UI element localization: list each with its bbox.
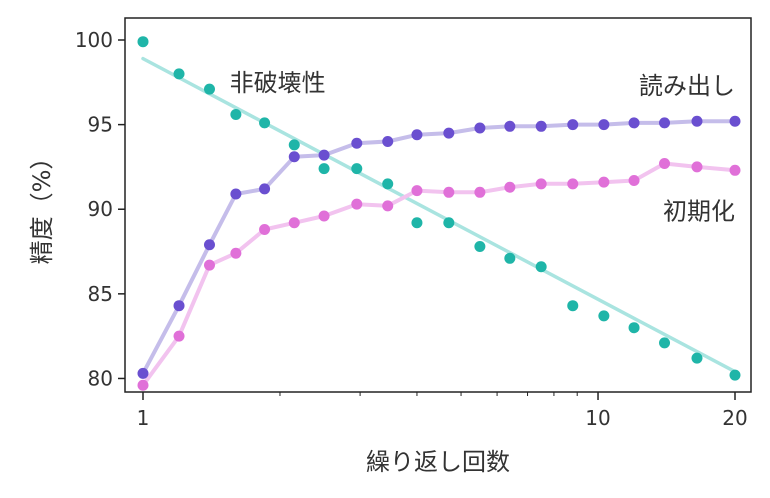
data-point-non-destructive <box>729 369 741 381</box>
data-point-initialization <box>598 176 610 188</box>
data-point-non-destructive <box>173 68 185 80</box>
data-point-readout <box>535 120 547 132</box>
data-point-non-destructive <box>474 240 486 252</box>
data-point-readout <box>729 115 741 127</box>
data-point-readout <box>259 183 271 195</box>
data-point-readout <box>203 239 215 251</box>
data-point-non-destructive <box>567 300 579 312</box>
data-point-non-destructive <box>628 322 640 334</box>
data-point-initialization <box>382 200 394 212</box>
fit-lines <box>141 56 737 374</box>
y-tick-label: 90 <box>88 197 113 221</box>
data-point-initialization <box>504 181 516 193</box>
series-line-readout <box>141 119 737 376</box>
data-point-non-destructive <box>411 217 423 229</box>
data-point-non-destructive <box>535 261 547 273</box>
data-point-non-destructive <box>318 163 330 175</box>
y-tick-label: 85 <box>88 282 113 306</box>
data-point-initialization <box>659 158 671 170</box>
data-point-non-destructive <box>351 163 363 175</box>
data-point-non-destructive <box>288 139 300 151</box>
data-point-readout <box>230 188 242 200</box>
data-point-initialization <box>729 164 741 176</box>
y-tick-label: 100 <box>75 28 113 52</box>
data-point-readout <box>659 117 671 129</box>
data-point-readout <box>691 115 703 127</box>
x-tick-label: 20 <box>722 406 747 430</box>
series-label-initialization: 初期化 <box>663 197 735 225</box>
data-point-initialization <box>443 186 455 198</box>
data-point-readout <box>628 117 640 129</box>
x-tick-label: 1 <box>137 406 150 430</box>
series-label-readout: 読み出し <box>639 72 735 100</box>
data-point-initialization <box>351 198 363 210</box>
data-point-non-destructive <box>203 83 215 95</box>
data-point-initialization <box>691 161 703 173</box>
data-points <box>137 36 741 391</box>
data-point-initialization <box>567 178 579 190</box>
data-point-readout <box>567 119 579 131</box>
data-point-non-destructive <box>659 337 671 349</box>
data-point-non-destructive <box>230 108 242 120</box>
x-axis-title: 繰り返し回数 <box>366 448 510 476</box>
data-point-non-destructive <box>691 352 703 364</box>
data-point-readout <box>598 119 610 131</box>
data-point-initialization <box>411 185 423 197</box>
data-point-initialization <box>535 178 547 190</box>
data-point-initialization <box>628 174 640 186</box>
data-point-initialization <box>288 217 300 229</box>
plot-area-frame <box>124 17 752 393</box>
data-point-readout <box>288 151 300 163</box>
data-point-initialization <box>318 210 330 222</box>
axis-ticks: 80 85 90 95 100 1 10 20 <box>75 28 748 430</box>
data-point-readout <box>443 127 455 139</box>
data-point-initialization <box>173 330 185 342</box>
y-tick-label: 80 <box>88 366 113 390</box>
data-point-readout <box>504 120 516 132</box>
data-point-non-destructive <box>137 36 149 48</box>
y-axis-title: 精度（%） <box>28 146 56 265</box>
data-point-readout <box>173 300 185 312</box>
fit-line-non-destructive <box>141 56 737 374</box>
data-point-non-destructive <box>443 217 455 229</box>
data-point-readout <box>351 137 363 149</box>
x-tick-label: 10 <box>585 406 610 430</box>
data-point-non-destructive <box>504 252 516 264</box>
data-point-readout <box>318 149 330 161</box>
data-point-non-destructive <box>259 117 271 129</box>
data-point-readout <box>411 129 423 141</box>
y-tick-label: 95 <box>88 113 113 137</box>
data-point-non-destructive <box>382 178 394 190</box>
data-point-non-destructive <box>598 310 610 322</box>
data-point-initialization <box>203 259 215 271</box>
data-point-readout <box>137 367 149 379</box>
data-point-initialization <box>137 379 149 391</box>
data-point-readout <box>474 122 486 134</box>
data-point-initialization <box>259 224 271 236</box>
data-point-readout <box>382 136 394 148</box>
series-label-non-destructive: 非破壊性 <box>230 69 326 97</box>
data-point-initialization <box>474 186 486 198</box>
data-point-initialization <box>230 247 242 259</box>
